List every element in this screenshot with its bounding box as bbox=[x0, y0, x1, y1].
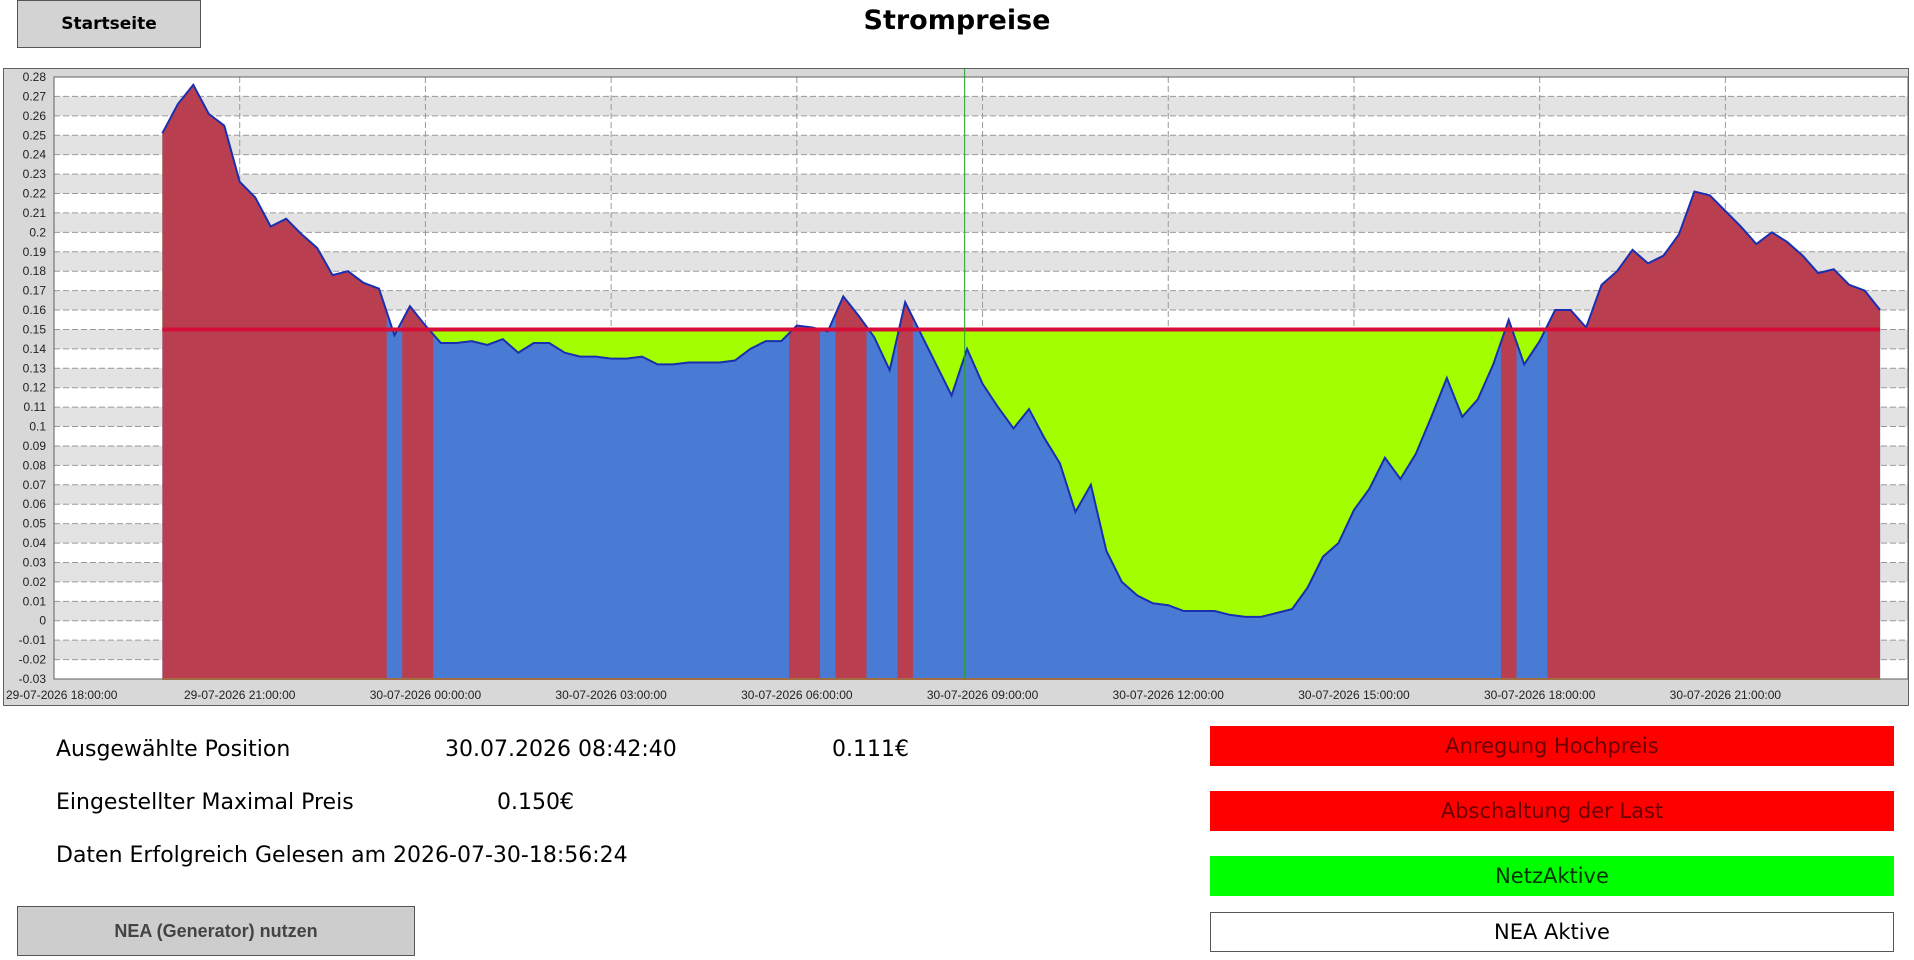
y-tick-label: 0.25 bbox=[23, 128, 47, 142]
selected-position-label: Ausgewählte Position bbox=[56, 737, 291, 762]
max-price-label: Eingestellter Maximal Preis bbox=[56, 790, 354, 815]
y-tick-label: -0.01 bbox=[19, 633, 47, 647]
home-button[interactable]: Startseite bbox=[17, 0, 201, 48]
y-tick-label: 0.21 bbox=[23, 206, 47, 220]
y-tick-label: 0.06 bbox=[23, 497, 47, 511]
y-tick-label: -0.02 bbox=[19, 653, 47, 667]
x-tick-label: 30-07-2026 18:00:00 bbox=[1484, 688, 1596, 702]
selected-position-price: 0.111€ bbox=[832, 737, 909, 762]
y-tick-label: 0.2 bbox=[29, 225, 46, 239]
y-tick-label: 0.04 bbox=[23, 536, 47, 550]
nea-active-indicator: NEA Aktive bbox=[1210, 912, 1894, 952]
net-active-indicator: NetzAktive bbox=[1210, 856, 1894, 896]
high-price-indicator: Anregung Hochpreis bbox=[1210, 726, 1894, 766]
selected-position-datetime: 30.07.2026 08:42:40 bbox=[445, 737, 677, 762]
x-tick-label: 30-07-2026 21:00:00 bbox=[1670, 688, 1782, 702]
y-tick-label: 0.24 bbox=[23, 148, 47, 162]
load-shutdown-indicator: Abschaltung der Last bbox=[1210, 791, 1894, 831]
y-tick-label: 0.17 bbox=[23, 284, 47, 298]
plot-band bbox=[54, 290, 1908, 311]
y-tick-label: 0.1 bbox=[29, 420, 46, 434]
x-tick-label: 30-07-2026 03:00:00 bbox=[555, 688, 667, 702]
price-chart-svg[interactable]: 0.28 0.27 0.26 0.25 0.24 0.23 0.22 0.21 0.2 0.19 0… bbox=[4, 69, 1908, 705]
y-tick-label: 0 bbox=[39, 614, 46, 628]
savings-area bbox=[162, 84, 1881, 617]
y-tick-label: 0.13 bbox=[23, 361, 47, 375]
x-tick-label: 29-07-2026 21:00:00 bbox=[184, 688, 296, 702]
y-tick-label: 0.08 bbox=[23, 458, 47, 472]
y-tick-label: 0.27 bbox=[23, 89, 47, 103]
plot-band bbox=[54, 212, 1908, 233]
x-tick-label: 29-07-2026 18:00:00 bbox=[6, 688, 118, 702]
y-tick-label: 0.18 bbox=[23, 264, 47, 278]
plot-border bbox=[53, 76, 1908, 680]
y-tick-label: 0.05 bbox=[23, 517, 47, 531]
plot-band bbox=[54, 174, 1908, 194]
max-price-value: 0.150€ bbox=[497, 790, 574, 815]
y-tick-label: 0.09 bbox=[23, 439, 47, 453]
x-tick-label: 30-07-2026 15:00:00 bbox=[1298, 688, 1410, 702]
price-chart[interactable]: 0.28 0.27 0.26 0.25 0.24 0.23 0.22 0.21 0.2 0.19 0… bbox=[3, 68, 1909, 706]
y-tick-label: 0.19 bbox=[23, 245, 47, 259]
y-tick-label: 0.02 bbox=[23, 575, 47, 589]
price-line bbox=[161, 82, 1881, 618]
plot-band bbox=[54, 251, 1908, 272]
y-tick-label: 0.12 bbox=[23, 381, 47, 395]
y-tick-label: 0.22 bbox=[23, 187, 47, 201]
y-tick-label: 0.16 bbox=[23, 303, 47, 317]
nea-generator-button[interactable]: NEA (Generator) nutzen bbox=[17, 906, 415, 956]
y-tick-label: 0.11 bbox=[24, 400, 47, 414]
x-tick-label: 30-07-2026 06:00:00 bbox=[741, 688, 853, 702]
read-status-text: Daten Erfolgreich Gelesen am 2026-07-30-… bbox=[56, 843, 628, 868]
y-tick-label: 0.28 bbox=[23, 70, 47, 84]
x-tick-label: 30-07-2026 00:00:00 bbox=[370, 688, 482, 702]
y-tick-label: 0.23 bbox=[23, 167, 47, 181]
y-tick-label: 0.15 bbox=[23, 322, 47, 336]
x-tick-label: 30-07-2026 12:00:00 bbox=[1113, 688, 1225, 702]
plot-band bbox=[54, 96, 1908, 116]
y-tick-label: -0.03 bbox=[19, 672, 47, 686]
y-tick-label: 0.03 bbox=[23, 555, 47, 569]
y-tick-label: 0.01 bbox=[23, 594, 47, 608]
y-tick-label: 0.07 bbox=[23, 478, 47, 492]
y-tick-label: 0.14 bbox=[23, 342, 47, 356]
x-tick-label: 30-07-2026 09:00:00 bbox=[927, 688, 1039, 702]
plot-band bbox=[54, 135, 1908, 155]
page-title: Strompreise bbox=[863, 5, 1051, 36]
y-tick-label: 0.26 bbox=[23, 109, 47, 123]
price-area bbox=[162, 84, 1881, 679]
